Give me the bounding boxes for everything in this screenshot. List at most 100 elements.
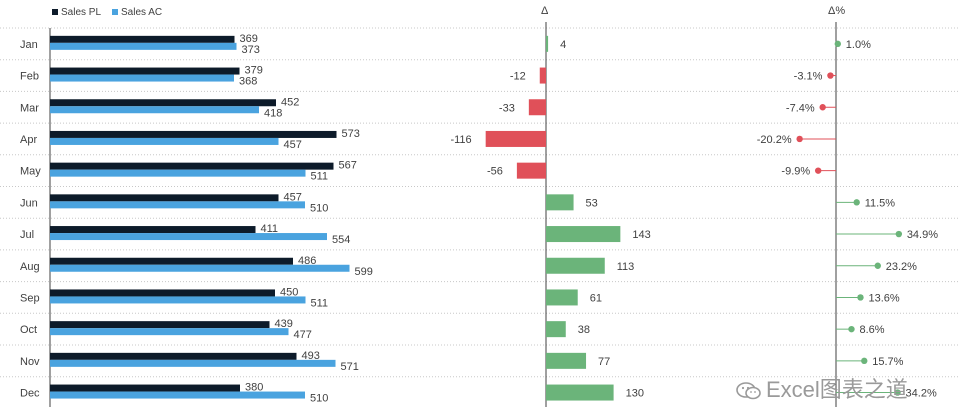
data-label-variance-pct: 13.6% <box>868 292 899 304</box>
legend-label-plan: Sales PL <box>61 7 101 18</box>
data-label-variance-pct: 34.9% <box>907 229 938 241</box>
data-label-variance-pct: 15.7% <box>872 356 903 368</box>
dot-variance-pct <box>874 262 881 269</box>
data-label-sales-pl: 486 <box>298 255 316 267</box>
dot-variance-pct <box>848 325 855 333</box>
month-label: Jun <box>20 197 38 209</box>
data-label-variance: 4 <box>560 39 566 51</box>
data-label-variance-pct: 34.2% <box>906 388 937 400</box>
month-label: Aug <box>20 261 40 273</box>
bar-sales-pl <box>50 352 297 360</box>
bar-sales-pl <box>50 162 334 170</box>
data-label-variance: 53 <box>586 197 598 209</box>
data-label-variance: 77 <box>598 356 610 368</box>
data-label-sales-ac: 457 <box>284 139 302 151</box>
bar-sales-ac <box>50 106 259 114</box>
bar-sales-pl <box>50 257 293 265</box>
month-label: Dec <box>20 388 40 400</box>
bar-variance <box>546 35 549 52</box>
bar-sales-pl <box>50 384 240 392</box>
bar-sales-ac <box>50 296 306 304</box>
data-label-variance-pct: 1.0% <box>846 39 871 51</box>
data-label-variance-pct: -7.4% <box>786 102 815 114</box>
data-label-sales-pl: 573 <box>342 128 360 140</box>
month-label: May <box>20 166 41 178</box>
data-label-sales-pl: 457 <box>284 191 302 203</box>
data-label-sales-ac: 511 <box>311 297 329 309</box>
bar-sales-pl <box>50 321 270 329</box>
bar-sales-ac <box>50 42 237 50</box>
data-label-sales-ac: 510 <box>310 202 328 214</box>
data-label-sales-ac: 368 <box>239 76 257 88</box>
data-label-variance-pct: 11.5% <box>865 197 896 209</box>
data-label-sales-pl: 380 <box>245 382 263 394</box>
dot-variance-pct <box>861 357 868 365</box>
data-label-variance-pct: -9.9% <box>781 166 810 178</box>
bar-sales-pl <box>50 130 337 138</box>
bar-variance <box>546 321 566 338</box>
dot-variance-pct <box>819 104 826 111</box>
month-label: Nov <box>20 356 40 368</box>
data-label-variance: -116 <box>450 134 471 146</box>
data-label-variance: 38 <box>578 324 590 336</box>
bar-sales-ac <box>50 328 289 336</box>
data-label-sales-ac: 554 <box>332 234 350 246</box>
month-label: Apr <box>20 134 37 146</box>
legend-label-actual: Sales AC <box>121 7 162 18</box>
variance-header: Δ <box>541 5 549 17</box>
legend-swatch-plan <box>52 9 58 15</box>
data-label-variance: -33 <box>499 102 515 114</box>
data-label-sales-ac: 373 <box>242 44 260 56</box>
bar-sales-ac <box>50 201 305 209</box>
bar-variance <box>546 289 578 306</box>
data-label-sales-ac: 571 <box>341 361 359 373</box>
bar-variance <box>516 162 546 179</box>
month-label: Feb <box>20 71 39 83</box>
data-label-sales-pl: 450 <box>280 286 298 298</box>
data-label-variance: 61 <box>590 292 602 304</box>
data-label-variance-pct: 23.2% <box>886 261 917 273</box>
dot-variance-pct <box>827 72 834 79</box>
data-label-sales-pl: 379 <box>245 65 263 77</box>
month-label: Oct <box>20 324 37 336</box>
dot-variance-pct <box>814 167 822 174</box>
wechat-icon <box>736 381 762 401</box>
variance-pct-header: Δ% <box>828 5 845 17</box>
watermark: Excel图表之道 <box>736 372 908 404</box>
data-label-variance: 130 <box>626 388 644 400</box>
bar-sales-pl <box>50 67 240 75</box>
bar-variance <box>485 130 546 147</box>
data-label-variance: 113 <box>617 261 635 273</box>
bar-sales-ac <box>50 391 305 399</box>
bar-variance <box>528 99 546 116</box>
bar-variance <box>546 257 605 274</box>
data-label-variance-pct: -20.2% <box>757 134 792 146</box>
dot-variance-pct <box>894 389 901 396</box>
data-label-sales-pl: 369 <box>240 33 258 45</box>
data-label-sales-ac: 511 <box>311 171 329 183</box>
bar-sales-ac <box>50 359 336 367</box>
month-label: Mar <box>20 102 39 114</box>
bar-sales-ac <box>50 233 327 241</box>
bar-sales-pl <box>50 289 275 297</box>
bar-sales-ac <box>50 169 306 177</box>
data-label-sales-pl: 411 <box>261 223 279 235</box>
month-label: Jan <box>20 39 38 51</box>
bar-variance <box>539 67 546 84</box>
data-label-sales-pl: 452 <box>281 96 299 108</box>
data-label-sales-ac: 510 <box>310 393 328 405</box>
legend-swatch-actual <box>112 9 118 15</box>
data-label-sales-pl: 439 <box>275 318 293 330</box>
bar-variance <box>546 226 621 243</box>
bar-sales-pl <box>50 226 256 234</box>
legend: Sales PL Sales AC <box>52 7 162 18</box>
bar-sales-ac <box>50 264 350 272</box>
data-label-variance: -12 <box>510 71 526 83</box>
month-label: Jul <box>20 229 34 241</box>
dot-variance-pct <box>895 230 903 238</box>
data-label-sales-ac: 599 <box>355 266 373 278</box>
month-label: Sep <box>20 292 40 304</box>
bar-sales-pl <box>50 35 235 43</box>
dot-variance-pct <box>853 199 860 206</box>
